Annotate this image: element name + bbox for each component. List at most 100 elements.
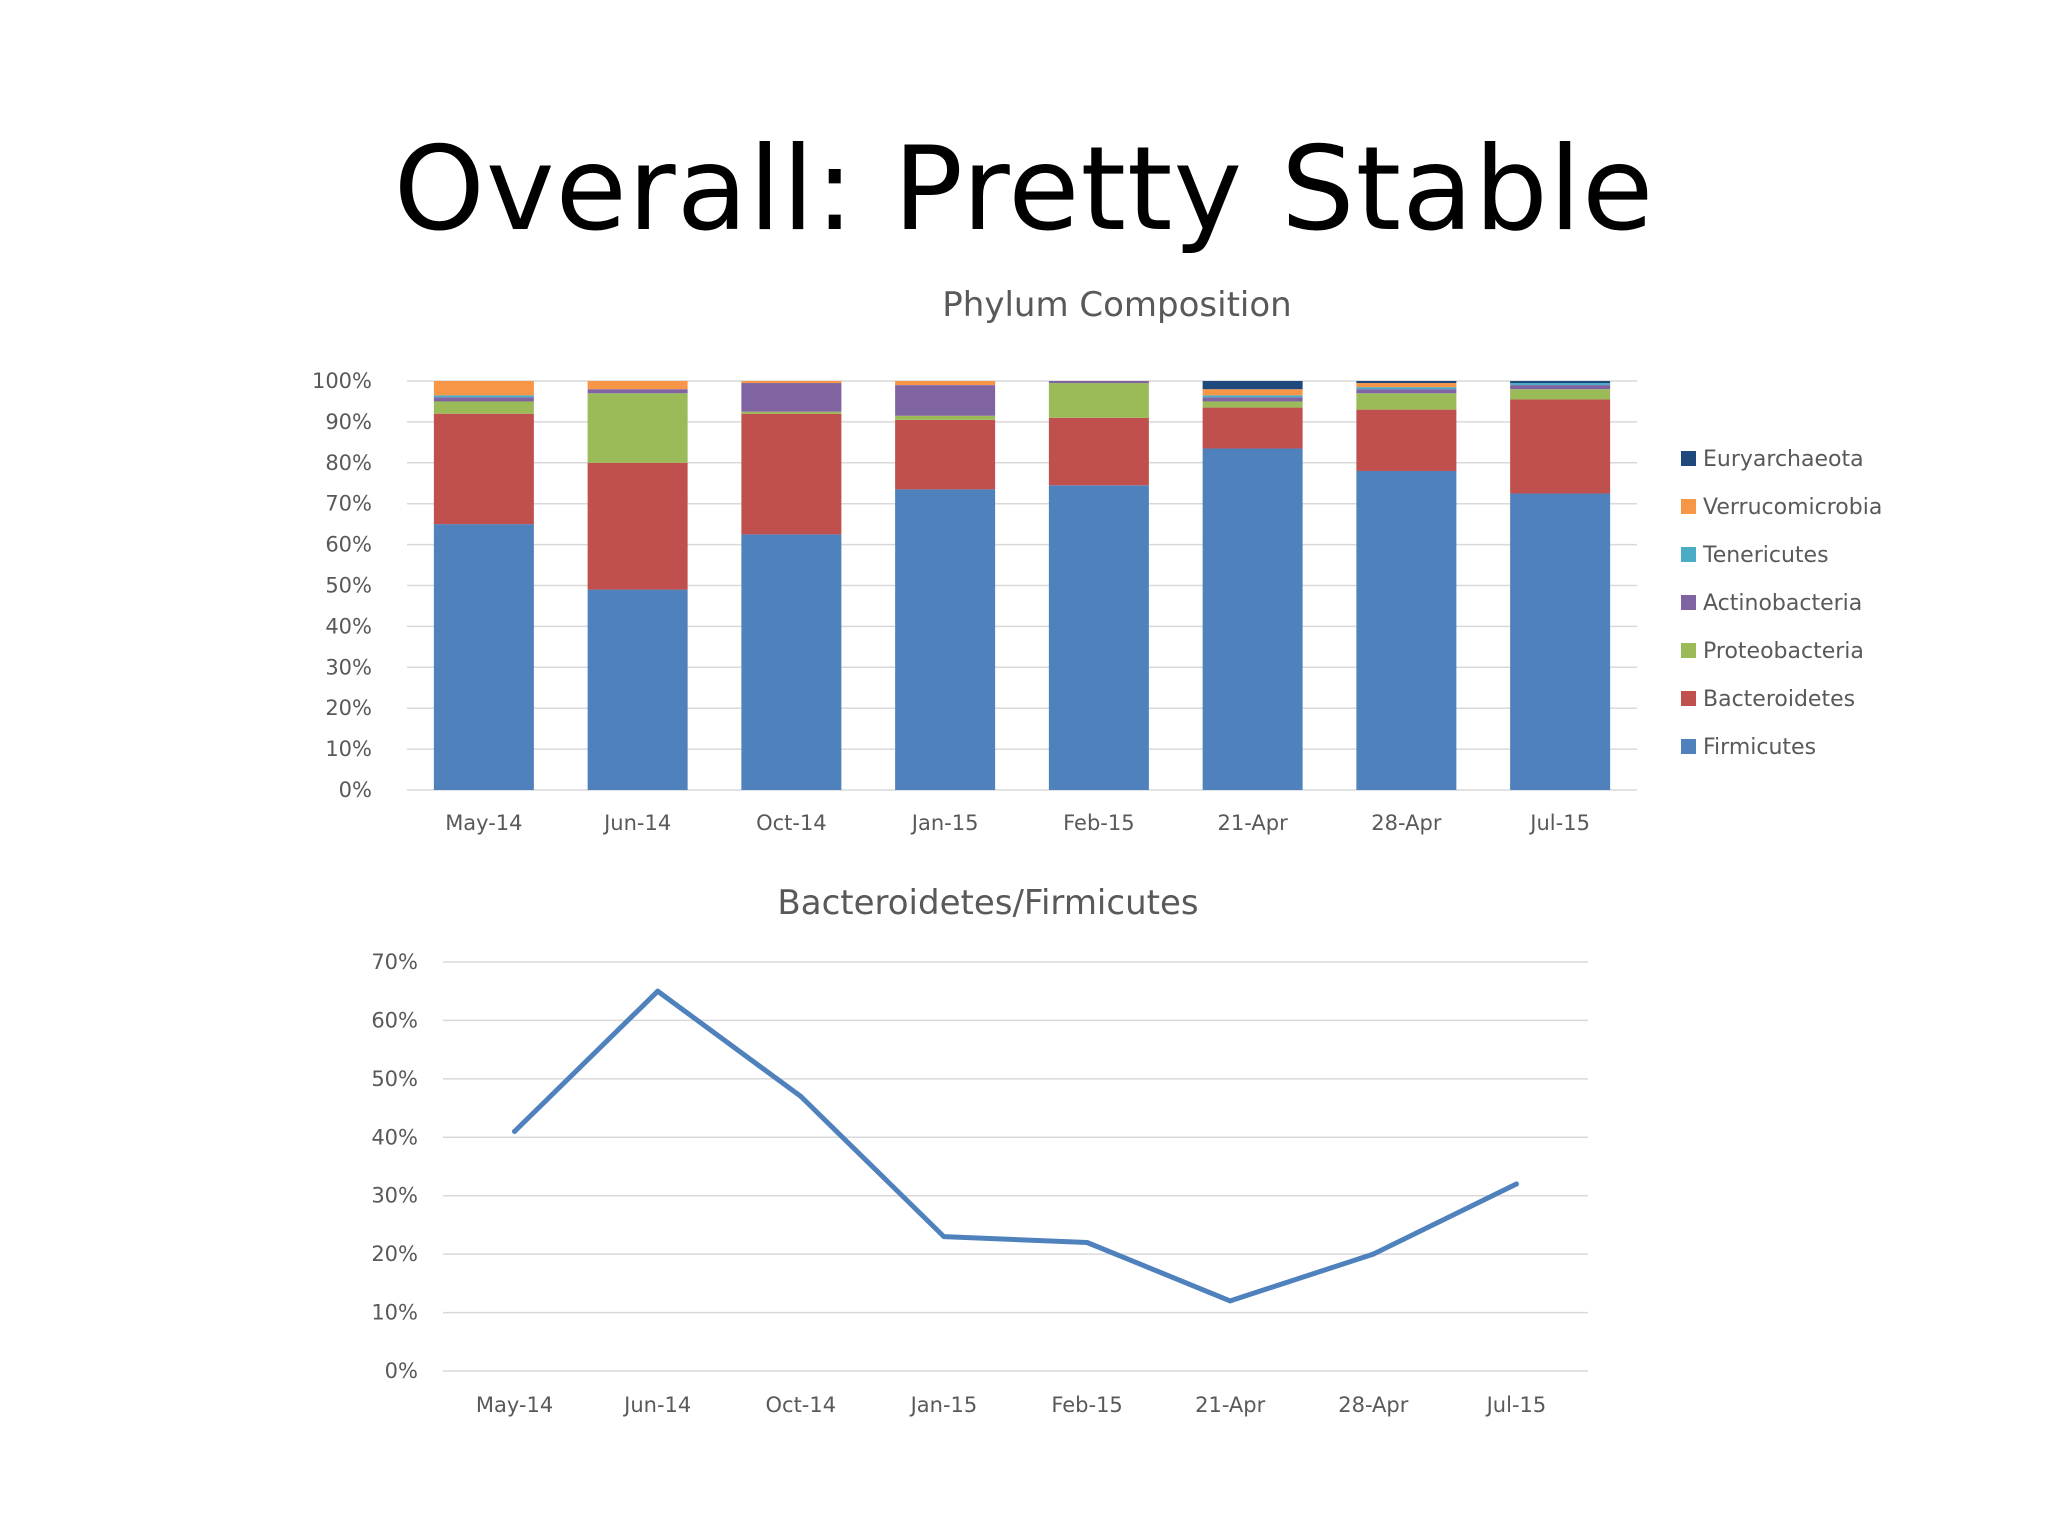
bar-segment-actinobacteria — [895, 385, 996, 416]
line-chart-series — [512, 988, 1519, 1304]
y-tick-label: 50% — [325, 574, 372, 598]
line-chart-x-axis: May-14 Jun-14 Oct-14 Jan-15 Feb-15 21-Apr 28-A… — [476, 1393, 1546, 1417]
line-chart-title: Bacteroidetes/Firmicutes — [777, 883, 1198, 923]
bar-segment-verrucomicrobia — [1356, 383, 1457, 388]
bar-segment-bacteroidetes — [1356, 409, 1457, 471]
y-tick-label: 20% — [371, 1242, 418, 1266]
y-tick-label: 100% — [312, 369, 372, 393]
y-tick-label: 0% — [385, 1359, 418, 1383]
legend-swatch-actinobacteria — [1681, 595, 1696, 610]
line-chart-y-axis: 0% 10% 20% 30% 40% 50% 60% 70% — [371, 950, 418, 1383]
bar-segment-verrucomicrobia — [1202, 389, 1303, 396]
bar-chart-legend: Euryarchaeota Verrucomicrobia Tenericutes A… — [1681, 447, 1882, 760]
bar-segment-firmicutes — [587, 589, 688, 790]
y-tick-label: 10% — [371, 1301, 418, 1325]
legend-label-actinobacteria: Actinobacteria — [1703, 591, 1862, 616]
x-tick-label: 21-Apr — [1218, 811, 1289, 835]
bar-segment-bacteroidetes — [741, 413, 842, 535]
bar-segment-tenericutes — [1356, 387, 1457, 390]
ratio-line — [512, 988, 1519, 1304]
bar-segment-firmicutes — [895, 489, 996, 790]
bar-segment-proteobacteria — [1048, 383, 1149, 418]
bar-segment-tenericutes — [1510, 383, 1611, 386]
y-tick-label: 90% — [325, 410, 372, 434]
x-tick-label: Jun-14 — [622, 1393, 691, 1417]
bar-segment-actinobacteria — [587, 389, 688, 394]
bar-segment-firmicutes — [1048, 485, 1149, 790]
ratio-point — [1513, 1181, 1519, 1187]
bar-segment-proteobacteria — [587, 393, 688, 463]
ratio-point — [798, 1093, 804, 1099]
bar-segment-verrucomicrobia — [587, 381, 688, 390]
y-tick-label: 10% — [325, 737, 372, 761]
bar-segment-bacteroidetes — [1048, 417, 1149, 486]
bar-segment-firmicutes — [1510, 493, 1611, 790]
ratio-point — [1227, 1298, 1233, 1304]
bar-chart-x-axis: May-14 Jun-14 Oct-14 Jan-15 Feb-15 21-Apr 28-A… — [445, 811, 1590, 835]
bar-segment-actinobacteria — [1356, 389, 1457, 394]
bar-segment-tenericutes — [433, 395, 534, 398]
y-tick-label: 60% — [325, 533, 372, 557]
x-tick-label: Jun-14 — [602, 811, 671, 835]
legend-label-euryarchaeota: Euryarchaeota — [1703, 447, 1864, 472]
bar-segment-proteobacteria — [433, 401, 534, 414]
bar-segment-proteobacteria — [1202, 401, 1303, 408]
legend-label-verrucomicrobia: Verrucomicrobia — [1703, 495, 1882, 520]
bar-segment-euryarchaeota — [1356, 381, 1457, 384]
y-tick-label: 60% — [371, 1008, 418, 1032]
bar-segment-tenericutes — [1202, 395, 1303, 398]
ratio-point — [941, 1234, 947, 1240]
bar-segment-actinobacteria — [433, 397, 534, 402]
legend-label-bacteroidetes: Bacteroidetes — [1703, 687, 1855, 712]
slide-title: Overall: Pretty Stable — [393, 122, 1655, 257]
bar-segment-proteobacteria — [1356, 393, 1457, 410]
y-tick-label: 70% — [325, 492, 372, 516]
y-tick-label: 50% — [371, 1067, 418, 1091]
y-tick-label: 20% — [325, 696, 372, 720]
y-tick-label: 30% — [325, 655, 372, 679]
bar-segment-actinobacteria — [1510, 385, 1611, 390]
bar-segment-proteobacteria — [895, 415, 996, 420]
line-chart-gridlines — [443, 961, 1588, 1372]
legend-swatch-tenericutes — [1681, 547, 1696, 562]
y-tick-label: 80% — [325, 451, 372, 475]
x-tick-label: Jul-15 — [1485, 1393, 1547, 1417]
phylum-composition-chart: Phylum Composition 0% 10% 20% 30% 40% 50% 60% 7… — [312, 285, 1882, 835]
bar-chart-y-axis: 0% 10% 20% 30% 40% 50% 60% 70% 80% 90% 100% — [312, 369, 372, 802]
y-tick-label: 30% — [371, 1184, 418, 1208]
bar-chart-title: Phylum Composition — [942, 285, 1291, 325]
y-tick-label: 40% — [325, 614, 372, 638]
bar-segment-verrucomicrobia — [741, 381, 842, 384]
legend-label-proteobacteria: Proteobacteria — [1703, 639, 1864, 664]
x-tick-label: Jan-15 — [909, 1393, 978, 1417]
x-tick-label: Oct-14 — [756, 811, 827, 835]
legend-swatch-verrucomicrobia — [1681, 499, 1696, 514]
x-tick-label: Feb-15 — [1063, 811, 1134, 835]
bacteroidetes-firmicutes-chart: Bacteroidetes/Firmicutes 0% 10% 20% 30% 40% 5… — [371, 883, 1588, 1417]
bar-segment-bacteroidetes — [587, 462, 688, 590]
x-tick-label: Jan-15 — [910, 811, 979, 835]
legend-label-tenericutes: Tenericutes — [1702, 543, 1829, 568]
ratio-point — [655, 988, 661, 994]
legend-swatch-bacteroidetes — [1681, 691, 1696, 706]
x-tick-label: May-14 — [476, 1393, 553, 1417]
ratio-point — [512, 1128, 518, 1134]
bar-segment-firmicutes — [433, 524, 534, 790]
bar-segment-firmicutes — [1356, 470, 1457, 790]
legend-swatch-firmicutes — [1681, 739, 1696, 754]
y-tick-label: 40% — [371, 1125, 418, 1149]
y-tick-label: 70% — [371, 950, 418, 974]
legend-label-firmicutes: Firmicutes — [1703, 735, 1816, 760]
bar-chart-bars — [433, 381, 1611, 790]
y-tick-label: 0% — [339, 778, 372, 802]
bar-segment-proteobacteria — [1510, 389, 1611, 400]
bar-segment-actinobacteria — [741, 383, 842, 412]
x-tick-label: 28-Apr — [1338, 1393, 1409, 1417]
bar-segment-firmicutes — [741, 534, 842, 790]
x-tick-label: Oct-14 — [766, 1393, 837, 1417]
bar-segment-euryarchaeota — [1202, 381, 1303, 390]
ratio-point — [1370, 1251, 1376, 1257]
x-tick-label: May-14 — [445, 811, 522, 835]
bar-segment-bacteroidetes — [1202, 407, 1303, 449]
x-tick-label: Feb-15 — [1051, 1393, 1122, 1417]
